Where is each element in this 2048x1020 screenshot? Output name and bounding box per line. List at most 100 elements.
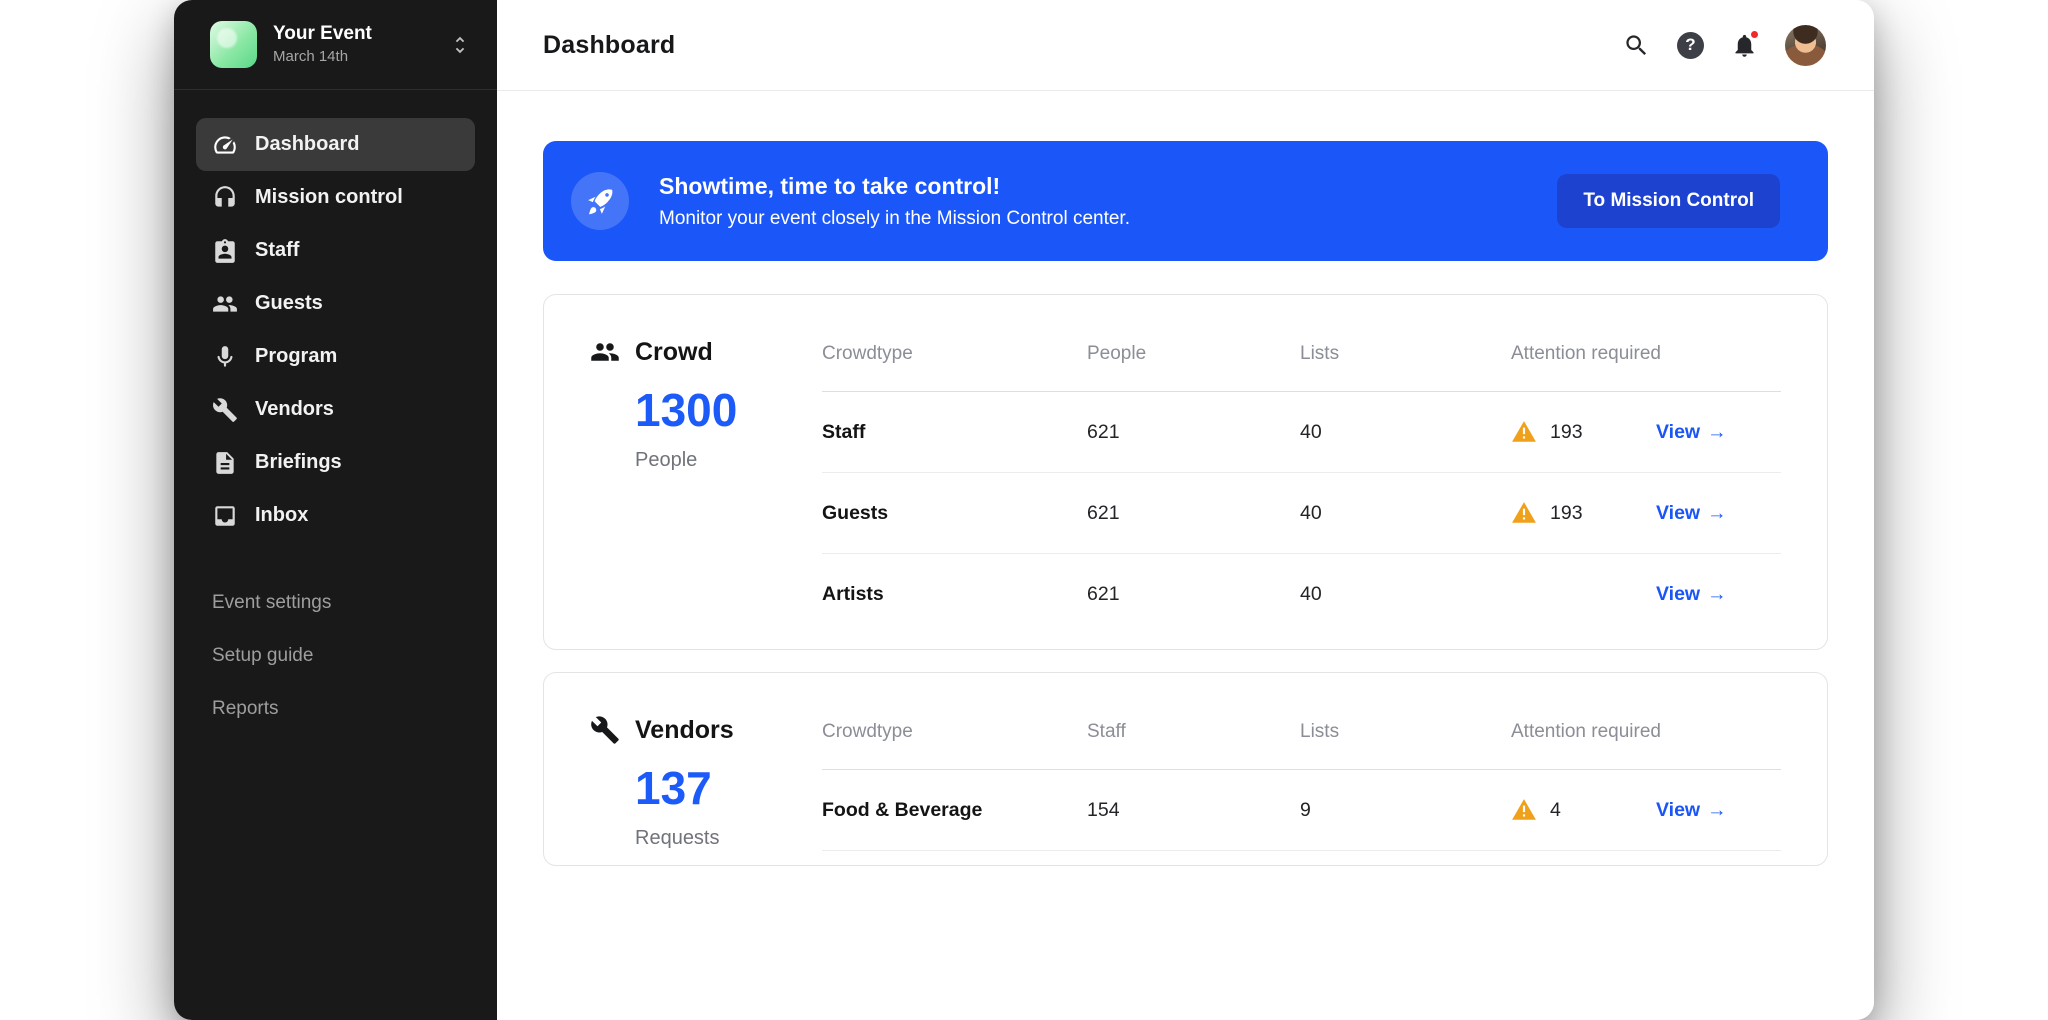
sidebar-item-label: Program [255,345,338,367]
arrow-right-icon: → [1707,583,1727,605]
rocket-icon [571,172,629,230]
inbox-icon [212,503,238,529]
headset-icon [212,185,238,211]
view-link[interactable]: View → [1656,502,1781,525]
view-link[interactable]: View → [1656,421,1781,444]
table-row: Guests 621 40 193 View → [822,473,1781,554]
people-icon [590,337,620,367]
help-glyph: ? [1685,35,1696,54]
view-link[interactable]: View → [1656,799,1781,822]
event-switcher[interactable]: Your Event March 14th [174,0,497,90]
sidebar-item-label: Staff [255,239,300,261]
row-label: Guests [822,501,889,524]
to-mission-control-button[interactable]: To Mission Control [1557,174,1780,228]
sidebar-secondary: Event settings Setup guide Reports [174,576,497,735]
sidebar-item-program[interactable]: Program [196,330,475,383]
cell-people: 621 [1087,583,1120,605]
top-bar: Dashboard ? [497,0,1874,91]
crowd-metric: 1300 [635,384,738,436]
sidebar-item-label: Mission control [255,186,403,208]
sidebar-item-dashboard[interactable]: Dashboard [196,118,475,171]
wrench-icon [212,397,238,423]
column-header: Attention required [1511,721,1661,742]
attention-count: 4 [1550,798,1561,821]
event-logo [210,21,257,68]
vendors-table: Crowdtype Staff Lists Attention required… [822,715,1781,851]
help-icon[interactable]: ? [1677,31,1704,59]
search-icon[interactable] [1623,32,1650,59]
sidebar-item-guests[interactable]: Guests [196,277,475,330]
column-header: Lists [1300,721,1340,742]
cell-staff: 154 [1087,798,1120,821]
attention-cell: 193 [1511,500,1656,526]
sidebar-item-staff[interactable]: Staff [196,224,475,277]
cell-lists: 40 [1300,583,1322,605]
sidebar-item-label: Reports [212,697,279,719]
sidebar-item-inbox[interactable]: Inbox [196,489,475,542]
cell-people: 621 [1087,501,1120,524]
sidebar-item-label: Dashboard [255,133,360,155]
sidebar-item-reports[interactable]: Reports [196,682,475,735]
attention-cell: 4 [1511,797,1656,823]
dashboard-content: Showtime, time to take control! Monitor … [497,91,1874,866]
column-header: Crowdtype [822,343,913,364]
cell-people: 621 [1087,420,1120,443]
arrow-right-icon: → [1707,501,1727,524]
gauge-icon [212,132,238,158]
mission-control-banner: Showtime, time to take control! Monitor … [543,141,1828,261]
view-label: View [1656,501,1701,524]
document-icon [212,450,238,476]
unfold-more-icon [449,34,471,56]
warning-icon [1511,500,1537,526]
page-title: Dashboard [543,30,676,59]
cell-lists: 40 [1300,501,1322,524]
row-label: Food & Beverage [822,798,983,821]
sidebar-item-label: Guests [255,292,323,314]
vendors-metric-label: Requests [635,827,720,849]
warning-icon [1511,419,1537,445]
arrow-right-icon: → [1707,420,1727,443]
app-window: Your Event March 14th Dashboard Mission … [174,0,1874,1020]
sidebar: Your Event March 14th Dashboard Mission … [174,0,497,1020]
sidebar-item-briefings[interactable]: Briefings [196,436,475,489]
column-header: Staff [1087,721,1126,742]
event-name: Your Event [273,22,372,44]
card-title: Crowd [635,337,713,366]
table-row: Food & Beverage 154 9 4 View → [822,770,1781,851]
crowd-metric-label: People [635,449,698,471]
attention-cell: 193 [1511,419,1656,445]
banner-text: Showtime, time to take control! Monitor … [659,173,1130,230]
vendors-metric: 137 [635,762,712,814]
card-title: Vendors [635,715,734,744]
sidebar-item-mission-control[interactable]: Mission control [196,171,475,224]
view-label: View [1656,583,1701,605]
sidebar-item-setup-guide[interactable]: Setup guide [196,629,475,682]
column-header: Lists [1300,343,1340,364]
attention-count: 193 [1550,501,1583,524]
arrow-right-icon: → [1707,798,1727,821]
topbar-actions: ? [1623,24,1826,66]
column-header: People [1087,343,1147,364]
main-area: Dashboard ? [497,0,1874,1020]
crowd-table: Crowdtype People Lists Attention require… [822,337,1781,635]
column-header: Crowdtype [822,721,913,742]
crowd-summary: Crowd 1300 People [590,337,822,635]
sidebar-item-label: Vendors [255,398,334,420]
vendors-card: Vendors 137 Requests Crowdtype Staff Lis… [543,672,1828,866]
notification-dot [1749,28,1760,40]
sidebar-item-vendors[interactable]: Vendors [196,383,475,436]
event-date: March 14th [273,47,349,65]
view-label: View [1656,798,1701,821]
sidebar-item-label: Event settings [212,591,332,613]
microphone-icon [212,344,238,370]
notifications-bell-icon[interactable] [1731,28,1760,59]
table-header: Crowdtype People Lists Attention require… [822,337,1781,392]
vendors-summary: Vendors 137 Requests [590,715,822,851]
view-link[interactable]: View → [1656,583,1781,606]
avatar[interactable] [1785,24,1826,66]
sidebar-item-event-settings[interactable]: Event settings [196,576,475,629]
banner-title: Showtime, time to take control! [659,172,1001,199]
table-row: Staff 621 40 193 View → [822,392,1781,473]
view-label: View [1656,420,1701,443]
cell-lists: 40 [1300,420,1322,443]
